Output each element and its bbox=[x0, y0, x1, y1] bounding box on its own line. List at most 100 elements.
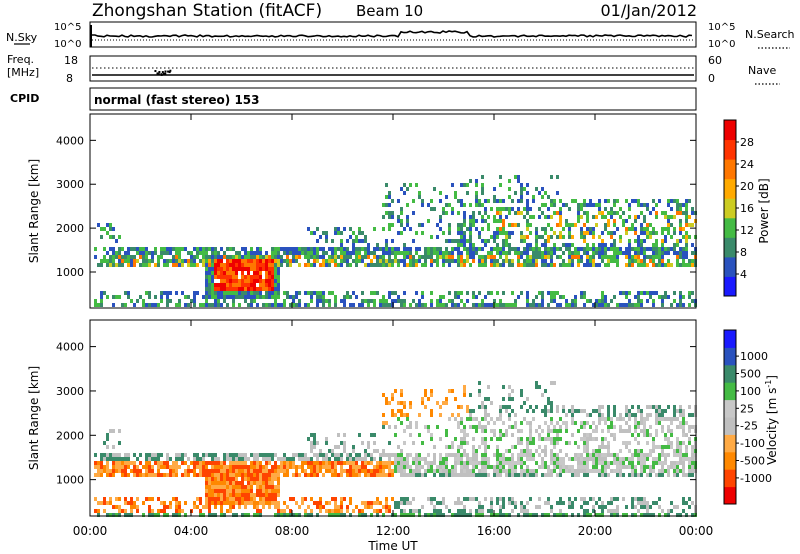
heatmap-cell bbox=[580, 227, 583, 231]
heatmap-cell bbox=[199, 501, 202, 505]
heatmap-cell bbox=[667, 441, 670, 445]
heatmap-cell bbox=[142, 299, 145, 303]
heatmap-cell bbox=[565, 263, 568, 267]
freq-trace bbox=[92, 67, 694, 76]
heatmap-cell bbox=[142, 473, 145, 477]
heatmap-cell bbox=[646, 207, 649, 211]
heatmap-cell bbox=[214, 461, 217, 465]
heatmap-cell bbox=[679, 303, 682, 307]
heatmap-cell bbox=[598, 199, 601, 203]
heatmap-cell bbox=[568, 409, 571, 413]
heatmap-cell bbox=[529, 255, 532, 259]
heatmap-cell bbox=[187, 469, 190, 473]
heatmap-cell bbox=[211, 259, 214, 263]
heatmap-cell bbox=[442, 457, 445, 461]
heatmap-cell bbox=[220, 465, 223, 469]
heatmap-cell bbox=[175, 303, 178, 307]
heatmap-cell bbox=[685, 199, 688, 203]
heatmap-cell bbox=[121, 263, 124, 267]
heatmap-cell bbox=[439, 469, 442, 473]
heatmap-cell bbox=[451, 239, 454, 243]
heatmap-cell bbox=[493, 263, 496, 267]
heatmap-cell bbox=[271, 485, 274, 489]
heatmap-cell bbox=[673, 505, 676, 509]
heatmap-cell bbox=[409, 183, 412, 187]
heatmap-cell bbox=[190, 251, 193, 255]
heatmap-cell bbox=[130, 461, 133, 465]
heatmap-cell bbox=[112, 255, 115, 259]
heatmap-cell bbox=[670, 445, 673, 449]
heatmap-cell bbox=[517, 457, 520, 461]
heatmap-cell bbox=[250, 501, 253, 505]
heatmap-cell bbox=[298, 255, 301, 259]
heatmap-cell bbox=[397, 231, 400, 235]
heatmap-cell bbox=[148, 461, 151, 465]
heatmap-cell bbox=[127, 259, 130, 263]
heatmap-cell bbox=[604, 417, 607, 421]
heatmap-cell bbox=[601, 445, 604, 449]
heatmap-cell bbox=[595, 247, 598, 251]
heatmap-cell bbox=[277, 275, 280, 279]
heatmap-cell bbox=[166, 263, 169, 267]
heatmap-cell bbox=[205, 287, 208, 291]
heatmap-cell bbox=[415, 509, 418, 513]
heatmap-cell bbox=[661, 425, 664, 429]
heatmap-cell bbox=[661, 211, 664, 215]
heatmap-cell bbox=[214, 489, 217, 493]
heatmap-cell bbox=[535, 235, 538, 239]
heatmap-cell bbox=[109, 453, 112, 457]
heatmap-cell bbox=[241, 263, 244, 267]
heatmap-cell bbox=[673, 243, 676, 247]
heatmap-cell bbox=[400, 453, 403, 457]
heatmap-cell bbox=[406, 497, 409, 501]
heatmap-cell bbox=[232, 267, 235, 271]
heatmap-cell bbox=[517, 453, 520, 457]
heatmap-cell bbox=[214, 283, 217, 287]
heatmap-cell bbox=[502, 223, 505, 227]
heatmap-cell bbox=[169, 299, 172, 303]
heatmap-cell bbox=[640, 449, 643, 453]
heatmap-cell bbox=[328, 457, 331, 461]
heatmap-cell bbox=[610, 231, 613, 235]
heatmap-cell bbox=[421, 397, 424, 401]
heatmap-cell bbox=[598, 211, 601, 215]
heatmap-cell bbox=[112, 263, 115, 267]
heatmap-cell bbox=[412, 469, 415, 473]
heatmap-cell bbox=[685, 215, 688, 219]
heatmap-cell bbox=[310, 295, 313, 299]
heatmap-cell bbox=[265, 251, 268, 255]
heatmap-cell bbox=[274, 291, 277, 295]
heatmap-cell bbox=[592, 251, 595, 255]
heatmap-cell bbox=[220, 271, 223, 275]
heatmap-cell bbox=[283, 291, 286, 295]
heatmap-cell bbox=[421, 231, 424, 235]
heatmap-cell bbox=[202, 255, 205, 259]
heatmap-cell bbox=[538, 303, 541, 307]
heatmap-cell bbox=[235, 267, 238, 271]
heatmap-cell bbox=[445, 303, 448, 307]
heatmap-cell bbox=[322, 453, 325, 457]
heatmap-cell bbox=[532, 263, 535, 267]
heatmap-cell bbox=[592, 465, 595, 469]
heatmap-cell bbox=[388, 303, 391, 307]
heatmap-cell bbox=[205, 465, 208, 469]
heatmap-cell bbox=[379, 453, 382, 457]
heatmap-cell bbox=[550, 509, 553, 513]
heatmap-cell bbox=[559, 263, 562, 267]
heatmap-cell bbox=[658, 247, 661, 251]
heatmap-cell bbox=[631, 457, 634, 461]
heatmap-cell bbox=[475, 199, 478, 203]
heatmap-cell bbox=[586, 501, 589, 505]
heatmap-cell bbox=[418, 413, 421, 417]
heatmap-cell bbox=[547, 465, 550, 469]
heatmap-cell bbox=[583, 295, 586, 299]
heatmap-cell bbox=[598, 235, 601, 239]
heatmap-cell bbox=[316, 501, 319, 505]
heatmap-cell bbox=[139, 295, 142, 299]
heatmap-cell bbox=[262, 453, 265, 457]
heatmap-cell bbox=[382, 227, 385, 231]
heatmap-cell bbox=[292, 299, 295, 303]
heatmap-cell bbox=[565, 243, 568, 247]
heatmap-cell bbox=[601, 429, 604, 433]
heatmap-cell bbox=[223, 275, 226, 279]
